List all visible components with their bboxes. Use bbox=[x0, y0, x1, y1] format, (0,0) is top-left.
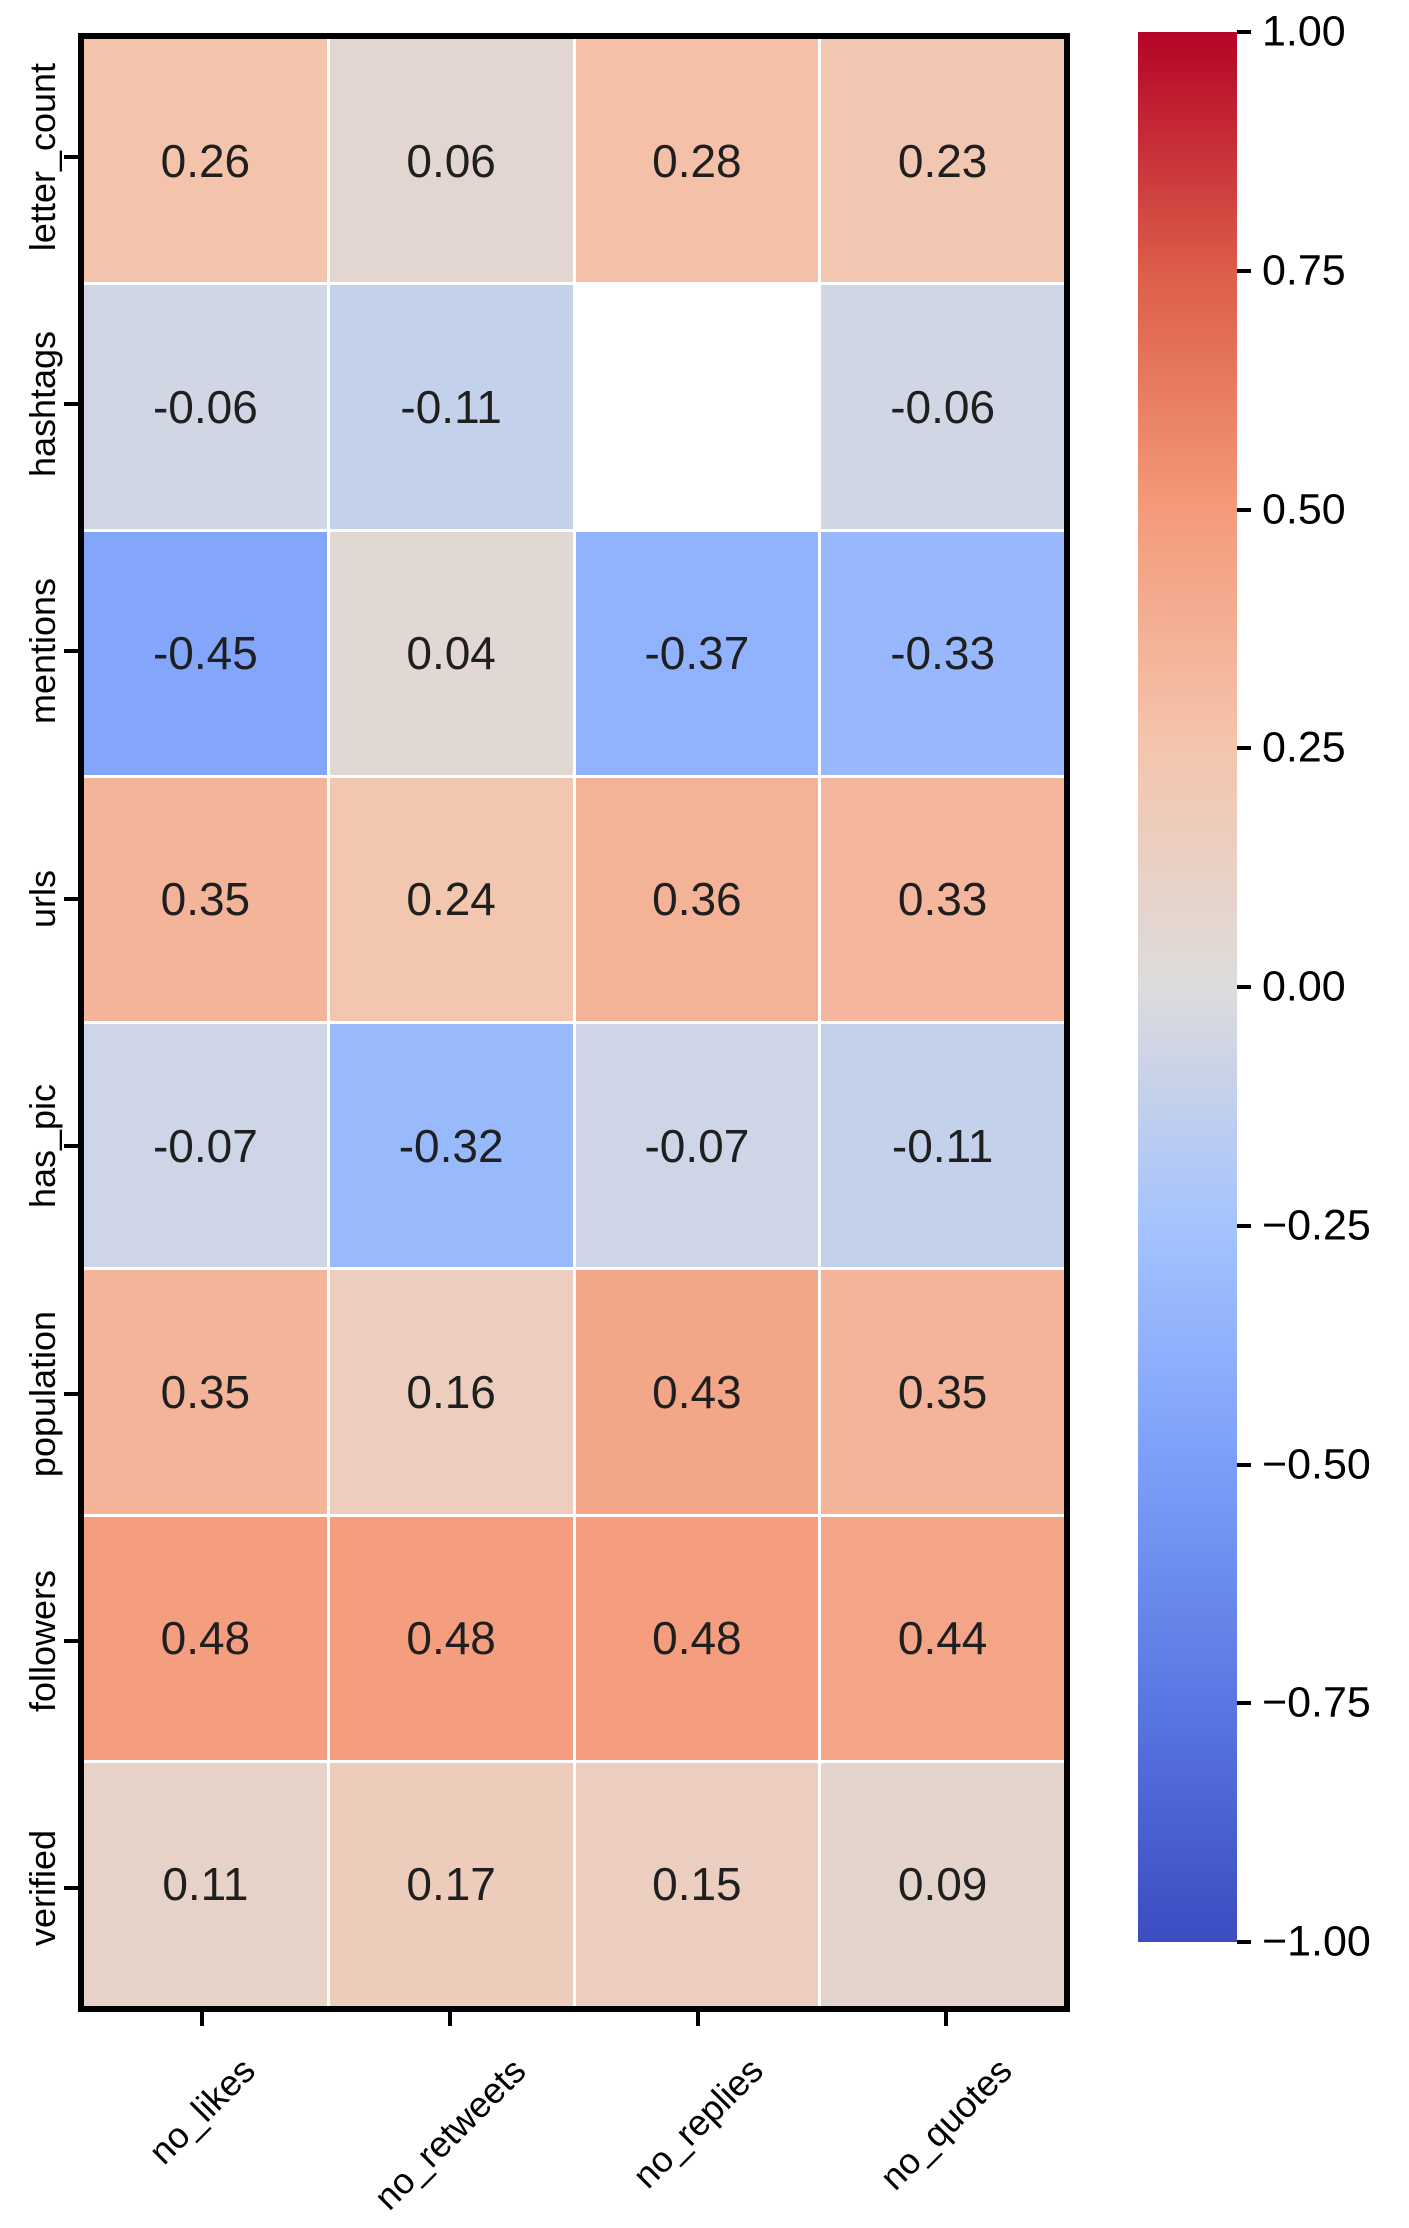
colorbar-tick-label: −1.00 bbox=[1262, 1917, 1371, 1966]
y-axis-tick bbox=[64, 402, 78, 407]
y-tick-label: population bbox=[22, 1310, 63, 1477]
x-axis-tick bbox=[696, 2012, 700, 2026]
colorbar-tick bbox=[1237, 746, 1251, 751]
heatmap-cell: 0.15 bbox=[575, 1762, 819, 2006]
heatmap-cell: 0.24 bbox=[329, 777, 573, 1021]
heatmap-cell: 0.28 bbox=[575, 39, 819, 283]
colorbar-tick bbox=[1237, 507, 1251, 512]
colorbar-tick-label: −0.50 bbox=[1262, 1440, 1371, 1488]
y-axis-tick bbox=[64, 1391, 78, 1396]
colorbar-tick-label: 0.00 bbox=[1262, 962, 1346, 1011]
y-axis-tick bbox=[64, 1144, 78, 1149]
heatmap-cell: 0.48 bbox=[575, 1516, 819, 1760]
heatmap-cell: 0.36 bbox=[575, 777, 819, 1021]
x-tick-label: no_quotes bbox=[871, 2049, 1020, 2198]
y-tick-label: letter_count bbox=[22, 62, 63, 251]
heatmap-cell: -0.11 bbox=[821, 1024, 1064, 1268]
y-tick-label: hashtags bbox=[22, 331, 63, 478]
heatmap-cell: 0.43 bbox=[575, 1270, 819, 1514]
heatmap-cell: 0.48 bbox=[329, 1516, 573, 1760]
colorbar-tick bbox=[1237, 30, 1251, 34]
heatmap-cell: -0.06 bbox=[821, 285, 1064, 529]
heatmap-cell bbox=[575, 285, 819, 529]
heatmap-cell: 0.17 bbox=[329, 1762, 573, 2006]
y-axis-tick bbox=[64, 649, 78, 654]
colorbar-tick bbox=[1237, 1462, 1251, 1467]
colorbar-tick bbox=[1237, 985, 1251, 989]
heatmap-cell: 0.16 bbox=[329, 1270, 573, 1514]
heatmap-cell: -0.37 bbox=[575, 531, 819, 775]
colorbar-tick-label: 0.75 bbox=[1262, 246, 1346, 295]
y-tick-label: followers bbox=[22, 1569, 63, 1712]
colorbar-gradient bbox=[1138, 32, 1237, 1942]
colorbar-tick-label: −0.75 bbox=[1262, 1678, 1371, 1727]
colorbar-tick bbox=[1237, 1701, 1251, 1706]
heatmap-cell: 0.26 bbox=[84, 39, 327, 283]
x-tick-label: no_replies bbox=[624, 2049, 771, 2197]
heatmap-cell: 0.35 bbox=[84, 1270, 327, 1514]
heatmap-cell: -0.07 bbox=[575, 1024, 819, 1268]
y-axis-tick bbox=[64, 896, 78, 901]
y-tick-label: urls bbox=[22, 869, 63, 928]
heatmap-cell: 0.04 bbox=[329, 531, 573, 775]
heatmap-cell: 0.23 bbox=[821, 39, 1064, 283]
colorbar-tick bbox=[1237, 268, 1251, 273]
y-axis-tick bbox=[64, 1638, 78, 1643]
heatmap-cell: -0.32 bbox=[329, 1024, 573, 1268]
heatmap-cell: -0.06 bbox=[84, 285, 327, 529]
heatmap-cell: 0.11 bbox=[84, 1762, 327, 2006]
colorbar-tick bbox=[1237, 1223, 1251, 1228]
x-axis-tick bbox=[944, 2012, 948, 2026]
heatmap-cell: -0.45 bbox=[84, 531, 327, 775]
colorbar-tick-label: 0.25 bbox=[1262, 723, 1346, 772]
heatmap-cell: 0.33 bbox=[821, 777, 1064, 1021]
colorbar-tick-label: 0.50 bbox=[1262, 485, 1346, 533]
heatmap-cell: 0.35 bbox=[821, 1270, 1064, 1514]
x-axis-tick bbox=[200, 2012, 204, 2026]
y-tick-label: mentions bbox=[22, 578, 63, 725]
y-axis-tick bbox=[64, 154, 78, 159]
heatmap-cell: 0.06 bbox=[329, 39, 573, 283]
heatmap-cell: 0.35 bbox=[84, 777, 327, 1021]
y-tick-label: has_pic bbox=[22, 1084, 63, 1209]
heatmap-grid: 0.26 0.06 0.28 0.23 -0.06 -0.11 -0.06 -0.45 0.04… bbox=[78, 33, 1070, 2012]
heatmap-cell: -0.07 bbox=[84, 1024, 327, 1268]
x-tick-label: no_retweets bbox=[365, 2049, 534, 2218]
heatmap-cell: -0.11 bbox=[329, 285, 573, 529]
y-axis-tick bbox=[64, 1886, 78, 1891]
y-tick-label: verified bbox=[22, 1830, 63, 1947]
heatmap-cell: 0.09 bbox=[821, 1762, 1064, 2006]
heatmap-cell: 0.48 bbox=[84, 1516, 327, 1760]
x-tick-label: no_likes bbox=[140, 2049, 263, 2173]
colorbar-tick-label: 1.00 bbox=[1262, 7, 1346, 56]
x-axis-tick bbox=[448, 2012, 452, 2026]
heatmap-cell: -0.33 bbox=[821, 531, 1064, 775]
colorbar-tick bbox=[1237, 1940, 1251, 1944]
heatmap-cell: 0.44 bbox=[821, 1516, 1064, 1760]
colorbar-tick-label: −0.25 bbox=[1262, 1201, 1371, 1250]
